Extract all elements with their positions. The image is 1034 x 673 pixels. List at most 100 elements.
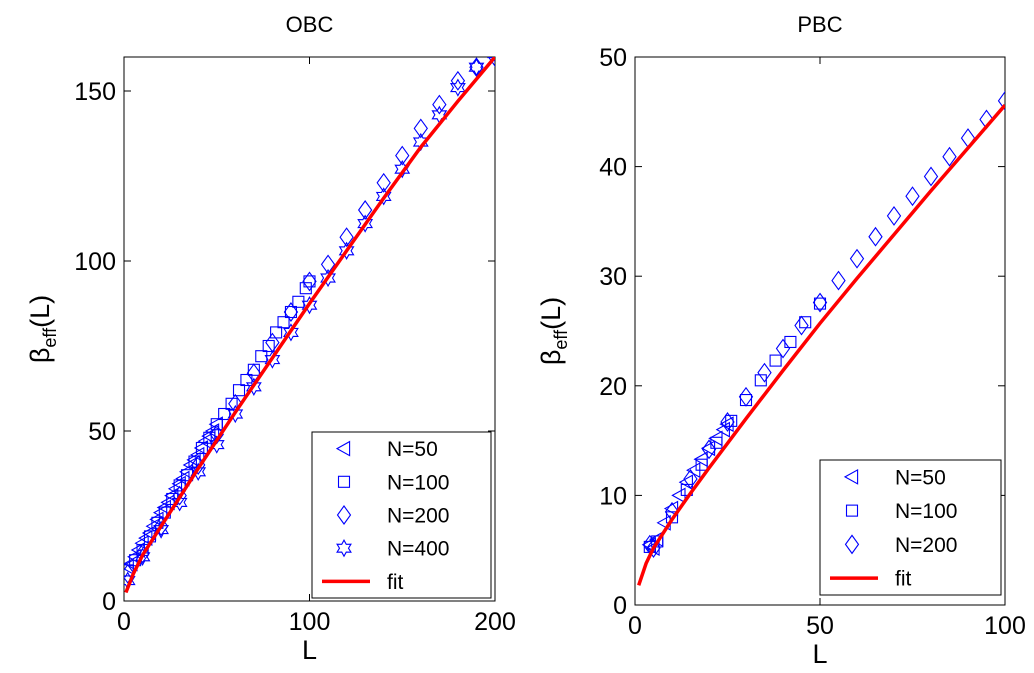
data-point [240, 373, 253, 387]
data-point [849, 248, 865, 269]
data-point [134, 547, 151, 566]
fit-line [124, 57, 495, 594]
data-point [320, 268, 336, 288]
data-point [942, 146, 957, 167]
chart-title: OBC [286, 12, 334, 37]
data-point [720, 412, 735, 432]
data-point [376, 172, 391, 193]
legend-marker [845, 504, 859, 517]
legend-entry: N=400 [387, 538, 449, 561]
data-point [255, 350, 268, 363]
data-point [283, 323, 299, 342]
x-axis-label: L [812, 639, 827, 669]
y-axis-label: βeff(L) [536, 297, 571, 365]
data-point [277, 316, 290, 329]
y-tick-label: 50 [88, 418, 116, 446]
data-point [701, 439, 717, 460]
data-point [320, 254, 336, 275]
data-point [338, 241, 355, 260]
y-tick-label: 100 [74, 248, 116, 276]
data-point [270, 326, 283, 339]
legend-entry: N=50 [387, 438, 438, 461]
data-point [831, 270, 846, 291]
data-point [197, 433, 212, 450]
data-point [375, 187, 392, 206]
data-point [210, 418, 223, 431]
x-tick-label: 200 [474, 608, 516, 636]
data-point [432, 94, 447, 115]
fit-line [637, 104, 1005, 586]
data-point [245, 377, 262, 396]
legend-entry: N=100 [895, 500, 957, 523]
data-point [683, 469, 698, 489]
data-point [812, 292, 828, 313]
data-point [738, 386, 754, 407]
data-point [357, 200, 373, 220]
y-tick-label: 20 [599, 373, 627, 401]
y-tick-label: 0 [102, 588, 116, 616]
y-tick-label: 0 [613, 592, 627, 620]
data-point [208, 435, 225, 454]
data-point [188, 455, 201, 468]
data-point [227, 404, 244, 424]
data-point [195, 441, 208, 455]
data-point [754, 374, 767, 387]
legend-marker [337, 475, 351, 488]
legend-entry: N=50 [895, 466, 946, 489]
legend-entry: N=100 [387, 471, 449, 494]
data-point [695, 458, 708, 471]
data-point [450, 70, 466, 91]
data-point [339, 227, 354, 248]
series-n-50 [124, 416, 223, 575]
data-point [468, 58, 485, 77]
data-point [190, 462, 207, 481]
data-point [292, 295, 305, 308]
plot-area [637, 90, 1005, 586]
legend-marker [335, 440, 351, 457]
y-tick-label: 150 [74, 78, 116, 106]
data-point [171, 493, 188, 512]
data-point [905, 186, 920, 207]
data-point [160, 494, 175, 511]
x-axis-label: L [302, 635, 317, 665]
series-n-200 [124, 57, 495, 584]
data-point [225, 397, 238, 410]
data-point [868, 226, 883, 247]
data-point [678, 474, 693, 491]
data-point [283, 302, 299, 322]
data-point [173, 479, 186, 492]
x-tick-label: 100 [289, 608, 331, 636]
series-n-100 [643, 297, 827, 553]
legend: N=50 N=100 N=200 N=400 fit [311, 431, 492, 599]
y-axis-label: βeff(L) [25, 295, 60, 363]
legend-marker [843, 468, 859, 485]
data-point [204, 423, 220, 439]
legend-box [311, 431, 492, 599]
data-point [413, 118, 428, 139]
x-tick-label: 0 [117, 608, 131, 636]
plot-area [124, 57, 495, 594]
data-point [301, 296, 318, 315]
data-point [886, 205, 902, 226]
legend-marker [336, 505, 352, 525]
legend-entry: N=200 [895, 534, 957, 557]
data-point [794, 315, 809, 336]
data-point [449, 78, 466, 97]
data-point [769, 354, 782, 367]
data-point [302, 271, 317, 292]
data-point [264, 350, 281, 369]
legend-entry: fit [895, 568, 912, 591]
data-point [357, 214, 374, 233]
data-point [175, 470, 190, 487]
y-tick-label: 40 [599, 154, 627, 182]
y-tick-label: 10 [599, 482, 627, 510]
data-point [124, 563, 135, 584]
y-tick-label: 30 [599, 263, 627, 291]
data-point [757, 362, 772, 383]
data-point [665, 511, 679, 524]
data-point [784, 335, 797, 349]
x-tick-label: 50 [806, 612, 834, 640]
